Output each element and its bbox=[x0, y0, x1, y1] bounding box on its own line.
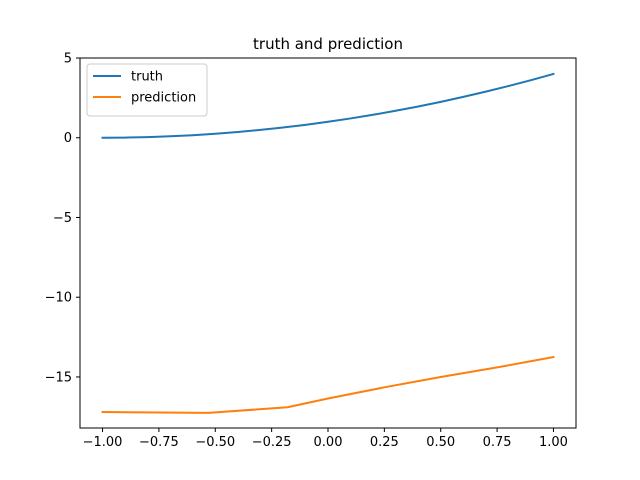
series-line-prediction bbox=[101, 355, 555, 414]
y-tick-label: 0 bbox=[64, 131, 72, 146]
y-tick-label: −10 bbox=[45, 291, 72, 306]
x-tick-label: 1.00 bbox=[539, 435, 568, 450]
x-tick-label: 0.00 bbox=[314, 435, 343, 450]
y-axis-ticks: 5 0 −5 −10 −15 bbox=[45, 52, 80, 385]
x-tick-label: −0.50 bbox=[195, 435, 235, 450]
x-tick-label: −0.75 bbox=[139, 435, 179, 450]
y-tick-label: −15 bbox=[45, 370, 72, 385]
series-lines bbox=[101, 72, 555, 414]
x-tick-label: 0.25 bbox=[370, 435, 399, 450]
legend-label-truth: truth bbox=[131, 70, 163, 85]
y-tick-label: −5 bbox=[53, 211, 72, 226]
x-tick-label: −1.00 bbox=[83, 435, 123, 450]
chart-title: truth and prediction bbox=[253, 35, 403, 53]
series-line-truth bbox=[101, 72, 555, 139]
legend: truth prediction bbox=[86, 63, 208, 117]
y-tick-label: 5 bbox=[64, 52, 72, 67]
legend-label-prediction: prediction bbox=[131, 91, 196, 106]
x-tick-label: 0.50 bbox=[426, 435, 455, 450]
x-tick-label: −0.25 bbox=[252, 435, 292, 450]
x-axis-ticks: −1.00 −0.75 −0.50 −0.25 0.00 0.25 0.50 0.75 1.00 bbox=[83, 428, 568, 450]
x-tick-label: 0.75 bbox=[483, 435, 512, 450]
